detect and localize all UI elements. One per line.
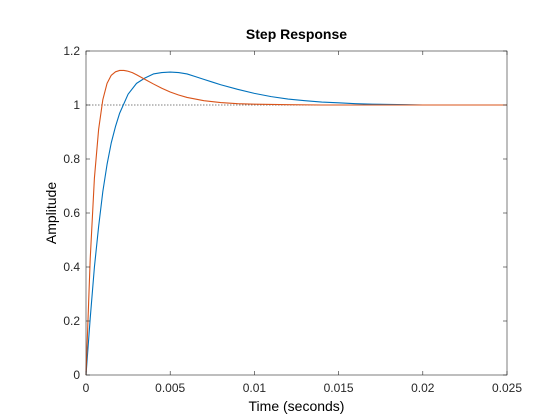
x-tick-label: 0.025 xyxy=(492,381,522,395)
series-layer xyxy=(85,69,507,376)
x-tick-label: 0.01 xyxy=(243,381,267,395)
x-tick-label: 0.005 xyxy=(155,381,185,395)
y-tick-label: 0.2 xyxy=(63,314,80,328)
x-tick-label: 0.02 xyxy=(411,381,435,395)
x-tick-label: 0 xyxy=(83,381,90,395)
y-tick-label: 0.4 xyxy=(63,260,80,274)
y-tick-label: 1.2 xyxy=(63,44,80,58)
series-line-1 xyxy=(85,71,507,376)
y-tick-label: 1 xyxy=(73,98,80,112)
tick-layer: 0 0.005 0.01 0.015 0.02 0.025 0 0.2 0.4 0.6 0.8 1 1.… xyxy=(63,44,522,395)
x-tick-label: 0.015 xyxy=(324,381,354,395)
y-tick-label: 0.6 xyxy=(63,206,80,220)
y-axis-title: Amplitude xyxy=(43,182,59,244)
y-tick-label: 0.8 xyxy=(63,152,80,166)
series-line-2 xyxy=(85,69,507,376)
chart-title: Step Response xyxy=(246,26,347,42)
x-axis-title: Time (seconds) xyxy=(249,398,345,414)
y-tick-label: 0 xyxy=(73,368,80,382)
